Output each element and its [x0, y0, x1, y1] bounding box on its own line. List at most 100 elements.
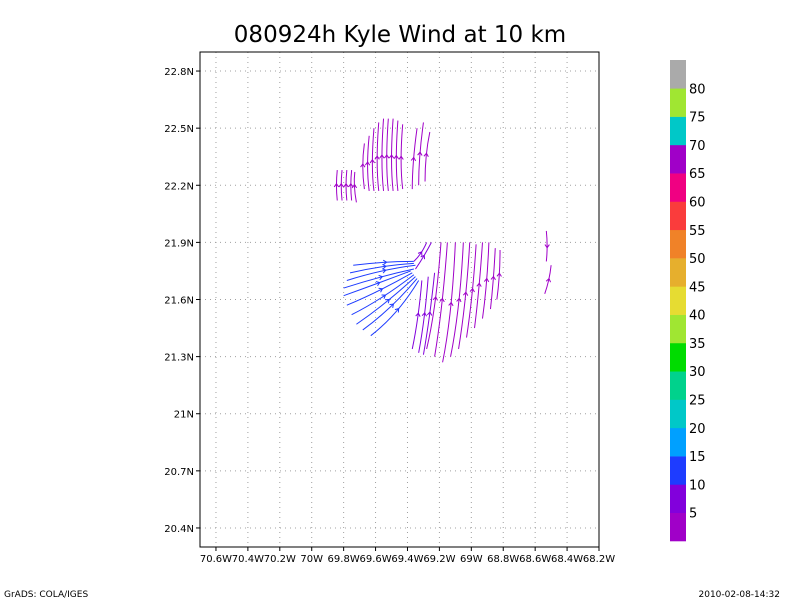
colorbar-swatch [670, 512, 686, 542]
colorbar-label: 30 [689, 365, 706, 380]
footer-left: GrADS: COLA/IGES [4, 590, 88, 600]
streamline [346, 264, 416, 281]
streamline [418, 122, 424, 186]
streamline-arrow [420, 254, 426, 260]
colorbar-label: 75 [689, 111, 706, 126]
streamline-arrow [381, 294, 387, 299]
colorbar-label: 65 [689, 167, 706, 182]
streamline-arrow [398, 155, 404, 160]
streamline-arrow [410, 156, 417, 162]
streamline [422, 272, 436, 355]
y-tick-label: 21.3N [164, 353, 194, 364]
streamline-arrow [374, 155, 380, 160]
x-tick-label: 69.2W [423, 554, 455, 565]
y-tick-label: 22.2N [164, 181, 194, 192]
streamline [496, 249, 501, 300]
streamline [545, 230, 548, 262]
streamline [381, 118, 385, 192]
footer-right: 2010-02-08-14:32 [699, 590, 781, 600]
colorbar-swatch [670, 456, 686, 485]
y-tick-label: 21N [174, 410, 194, 421]
streamline [343, 268, 414, 289]
colorbar-swatch [670, 60, 686, 89]
streamline [335, 169, 338, 201]
colorbar-swatch [670, 173, 686, 202]
streamline-arrow [415, 312, 421, 317]
streamline-arrow [333, 182, 340, 188]
streamline-arrow [382, 263, 387, 270]
streamline-arrow [417, 251, 423, 256]
y-tick-label: 21.9N [164, 238, 194, 249]
x-tick-label: 69.8W [328, 554, 360, 565]
x-axis-ticks: 70.6W 70.4W 70.2W 70W 69.8W 69.6W 69.4W 69.2W 69… [200, 547, 615, 565]
streamline [353, 171, 357, 203]
x-tick-label: 69W [460, 554, 483, 565]
streamline-arrow [432, 296, 438, 301]
streamline [415, 242, 432, 270]
colorbar-swatch [670, 258, 686, 287]
streamline [434, 242, 448, 357]
grid [200, 52, 600, 547]
streamline [466, 244, 477, 338]
streamline [345, 169, 348, 201]
chart-title: 080924h Kyle Wind at 10 km [234, 22, 566, 48]
y-tick-label: 22.5N [164, 124, 194, 135]
colorbar-label: 60 [689, 195, 706, 210]
colorbar-swatch [670, 144, 686, 174]
streamline-arrow [388, 154, 395, 159]
streamline [544, 265, 552, 294]
x-tick-label: 70.2W [264, 554, 296, 565]
streamline [481, 242, 490, 319]
streamline [413, 242, 428, 262]
streamline [346, 272, 413, 306]
x-tick-label: 68.6W [519, 554, 551, 565]
streamline-arrow [439, 297, 445, 303]
streamline-arrow [423, 152, 429, 157]
colorbar-label: 70 [689, 139, 706, 154]
streamline-arrow [360, 163, 366, 168]
colorbar-swatch [670, 201, 686, 231]
colorbar-label: 20 [689, 422, 706, 437]
streamline [371, 128, 375, 192]
y-tick-label: 20.4N [164, 524, 194, 535]
streamline [411, 280, 423, 350]
colorbar-label: 10 [689, 478, 706, 493]
colorbar-label: 40 [689, 309, 706, 324]
streamline-arrow [379, 154, 385, 159]
streamline [489, 248, 496, 310]
colorbar-swatch [670, 342, 686, 372]
streamline-arrow [385, 298, 390, 304]
streamlines [333, 118, 552, 363]
y-tick-label: 20.7N [164, 467, 194, 478]
colorbar-swatch [670, 371, 686, 400]
streamline [411, 128, 418, 190]
colorbar: 5 10 15 20 25 30 35 40 45 50 55 60 65 70 75 80 [670, 60, 706, 542]
streamline-arrow [483, 277, 490, 283]
streamline [386, 118, 389, 192]
colorbar-label: 5 [689, 507, 697, 522]
x-tick-label: 69.4W [391, 554, 423, 565]
x-tick-label: 68.2W [583, 554, 615, 565]
streamline [362, 143, 365, 190]
streamline [400, 124, 404, 190]
streamline [442, 242, 456, 363]
colorbar-label: 25 [689, 394, 706, 409]
streamline-arrow [364, 161, 371, 166]
streamline-arrow [469, 287, 475, 293]
colorbar-swatch [670, 399, 686, 429]
streamline-arrow [456, 297, 462, 303]
streamline-arrow [417, 151, 423, 156]
y-tick-label: 21.6N [164, 296, 194, 307]
streamline [356, 276, 416, 325]
colorbar-label: 15 [689, 450, 706, 465]
x-tick-label: 69.6W [359, 554, 391, 565]
y-axis-ticks: 20.4N 20.7N 21N 21.3N 21.6N 21.9N 22.2N 22.5N 22… [164, 67, 200, 535]
colorbar-label: 50 [689, 252, 706, 267]
streamline [418, 276, 429, 353]
streamline-arrow [348, 182, 354, 188]
colorbar-label: 45 [689, 280, 706, 295]
streamline-arrow [462, 291, 469, 296]
y-tick-label: 22.8N [164, 67, 194, 78]
streamline [474, 242, 483, 329]
